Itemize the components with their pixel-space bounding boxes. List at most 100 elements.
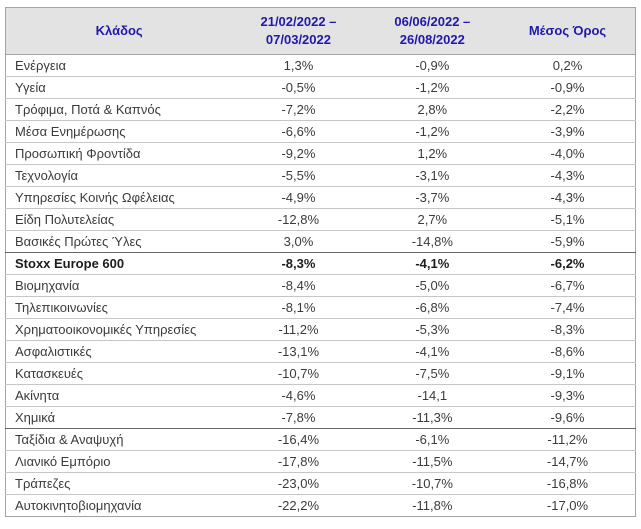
period2-cell: -14,8%: [364, 230, 501, 253]
period2-cell: -11,8%: [364, 494, 501, 517]
period1-cell: 3,0%: [232, 230, 365, 253]
table-row: Κατασκευές -10,7% -7,5% -9,1%: [5, 362, 636, 385]
average-cell: -3,9%: [500, 120, 636, 143]
period1-cell: -12,8%: [232, 208, 365, 231]
sector-cell: Μέσα Ενημέρωσης: [5, 120, 233, 143]
period2-cell: -14,1: [364, 384, 501, 407]
average-cell: -16,8%: [500, 472, 636, 495]
average-cell: -8,3%: [500, 318, 636, 341]
period1-cell: -17,8%: [232, 450, 365, 473]
sector-cell: Τρόφιμα, Ποτά & Καπνός: [5, 98, 233, 121]
period2-cell: -6,8%: [364, 296, 501, 319]
sector-cell: Υγεία: [5, 76, 233, 99]
average-cell: -6,2%: [500, 252, 636, 275]
sector-performance-table-container: Κλάδος 21/02/2022 – 07/03/2022 06/06/202…: [5, 7, 636, 517]
sector-cell: Τεχνολογία: [5, 164, 233, 187]
table-row: Ασφαλιστικές -13,1% -4,1% -8,6%: [5, 340, 636, 363]
average-cell: -17,0%: [500, 494, 636, 517]
period2-cell: -4,1%: [364, 252, 501, 275]
period1-cell: 1,3%: [283, 58, 314, 73]
table-row: Αυτοκινητοβιομηχανία -22,2% -11,8% -17,0%: [5, 494, 636, 517]
period1-cell: -5,5%: [232, 164, 365, 187]
period2-cell: -1,2%: [364, 120, 501, 143]
table-row: Stoxx Europe 600 -8,3% -4,1% -6,2%: [5, 252, 636, 275]
period1-cell: -0,5%: [232, 76, 365, 99]
period2-cell: -5,3%: [364, 318, 501, 341]
period2-cell: -10,7%: [364, 472, 501, 495]
period1-cell: -8,1%: [232, 296, 365, 319]
sector-cell: Βιομηχανία: [5, 274, 233, 297]
period1-cell: -22,2%: [232, 494, 365, 517]
column-header-period1: 21/02/2022 – 07/03/2022: [232, 7, 365, 55]
column-header-sector: Κλάδος: [5, 7, 233, 55]
column-header-average: Μέσος Όρος: [500, 7, 636, 55]
table-row: Είδη Πολυτελείας -12,8% 2,7% -5,1%: [5, 208, 636, 231]
average-cell: -2,2%: [500, 98, 636, 121]
table-header: Κλάδος 21/02/2022 – 07/03/2022 06/06/202…: [5, 7, 636, 55]
period1-cell: -10,7%: [232, 362, 365, 385]
table-row: Ταξίδια & Αναψυχή -16,4% -6,1% -11,2%: [5, 428, 636, 451]
header-row: Κλάδος 21/02/2022 – 07/03/2022 06/06/202…: [5, 7, 636, 55]
sector-cell: Χρηματοοικονομικές Υπηρεσίες: [5, 318, 233, 341]
period2-cell: -4,1%: [364, 340, 501, 363]
period2-cell: -1,2%: [364, 76, 501, 99]
period1-cell: -6,6%: [232, 120, 365, 143]
period2-cell: -11,5%: [364, 450, 501, 473]
period2-cell: -6,1%: [364, 428, 501, 451]
table-row: Τηλεπικοινωνίες -8,1% -6,8% -7,4%: [5, 296, 636, 319]
sector-cell: Λιανικό Εμπόριο: [5, 450, 233, 473]
period2-cell: -11,3%: [364, 406, 501, 429]
average-cell: -5,9%: [500, 230, 636, 253]
period1-cell: -9,2%: [232, 142, 365, 165]
column-header-period2: 06/06/2022 – 26/08/2022: [364, 7, 501, 55]
average-cell: -0,9%: [500, 76, 636, 99]
table-row: Λιανικό Εμπόριο -17,8% -11,5% -14,7%: [5, 450, 636, 473]
sector-cell: Ακίνητα: [5, 384, 233, 407]
sector-cell: Προσωπική Φροντίδα: [5, 142, 233, 165]
period1-cell: -4,9%: [232, 186, 365, 209]
average-cell: -9,3%: [500, 384, 636, 407]
period2-cell: -3,1%: [364, 164, 501, 187]
average-cell: -5,1%: [500, 208, 636, 231]
period1-cell: -13,1%: [232, 340, 365, 363]
sector-cell: Χημικά: [5, 406, 233, 429]
sector-cell: Βασικές Πρώτες Ύλες: [5, 230, 233, 253]
period2-cell: -7,5%: [364, 362, 501, 385]
average-cell: -11,2%: [500, 428, 636, 451]
period1-cell: -23,0%: [232, 472, 365, 495]
average-cell: -8,6%: [500, 340, 636, 363]
period1-cell: -7,2%: [232, 98, 365, 121]
average-cell: -4,3%: [500, 186, 636, 209]
table-row: Χρηματοοικονομικές Υπηρεσίες -11,2% -5,3% -…: [5, 318, 636, 341]
sector-performance-table: Κλάδος 21/02/2022 – 07/03/2022 06/06/202…: [5, 7, 636, 517]
average-cell: -4,0%: [500, 142, 636, 165]
table-row: Τράπεζες -23,0% -10,7% -16,8%: [5, 472, 636, 495]
period1-cell: -7,8%: [232, 406, 365, 429]
period1-cell: -8,4%: [232, 274, 365, 297]
average-cell: -7,4%: [500, 296, 636, 319]
table-row: Ακίνητα -4,6% -14,1 -9,3%: [5, 384, 636, 407]
sector-cell: Τράπεζες: [5, 472, 233, 495]
sector-cell: Είδη Πολυτελείας: [5, 208, 233, 231]
sector-cell: Ενέργεια: [15, 58, 67, 73]
table-row: Μέσα Ενημέρωσης -6,6% -1,2% -3,9%: [5, 120, 636, 143]
sector-cell: Υπηρεσίες Κοινής Ωφέλειας: [5, 186, 233, 209]
period1-cell: -16,4%: [232, 428, 365, 451]
sector-cell: Αυτοκινητοβιομηχανία: [5, 494, 233, 517]
table-row: Ενέργεια 1,3% -0,9% 0,2%: [6, 55, 636, 77]
table-row: Υγεία -0,5% -1,2% -0,9%: [5, 76, 636, 99]
period2-cell: -3,7%: [364, 186, 501, 209]
table-row: Χημικά -7,8% -11,3% -9,6%: [5, 406, 636, 429]
sector-cell: Ασφαλιστικές: [5, 340, 233, 363]
average-cell: 0,2%: [552, 58, 583, 73]
period2-cell: 1,2%: [364, 142, 501, 165]
table-row: Βιομηχανία -8,4% -5,0% -6,7%: [5, 274, 636, 297]
table-row: Βασικές Πρώτες Ύλες 3,0% -14,8% -5,9%: [5, 230, 636, 253]
average-cell: -9,6%: [500, 406, 636, 429]
sector-cell: Κατασκευές: [5, 362, 233, 385]
average-cell: -14,7%: [500, 450, 636, 473]
table-row: Υπηρεσίες Κοινής Ωφέλειας -4,9% -3,7% -4,3%: [5, 186, 636, 209]
average-cell: -6,7%: [500, 274, 636, 297]
table-row: Τεχνολογία -5,5% -3,1% -4,3%: [5, 164, 636, 187]
period1-cell: -4,6%: [232, 384, 365, 407]
